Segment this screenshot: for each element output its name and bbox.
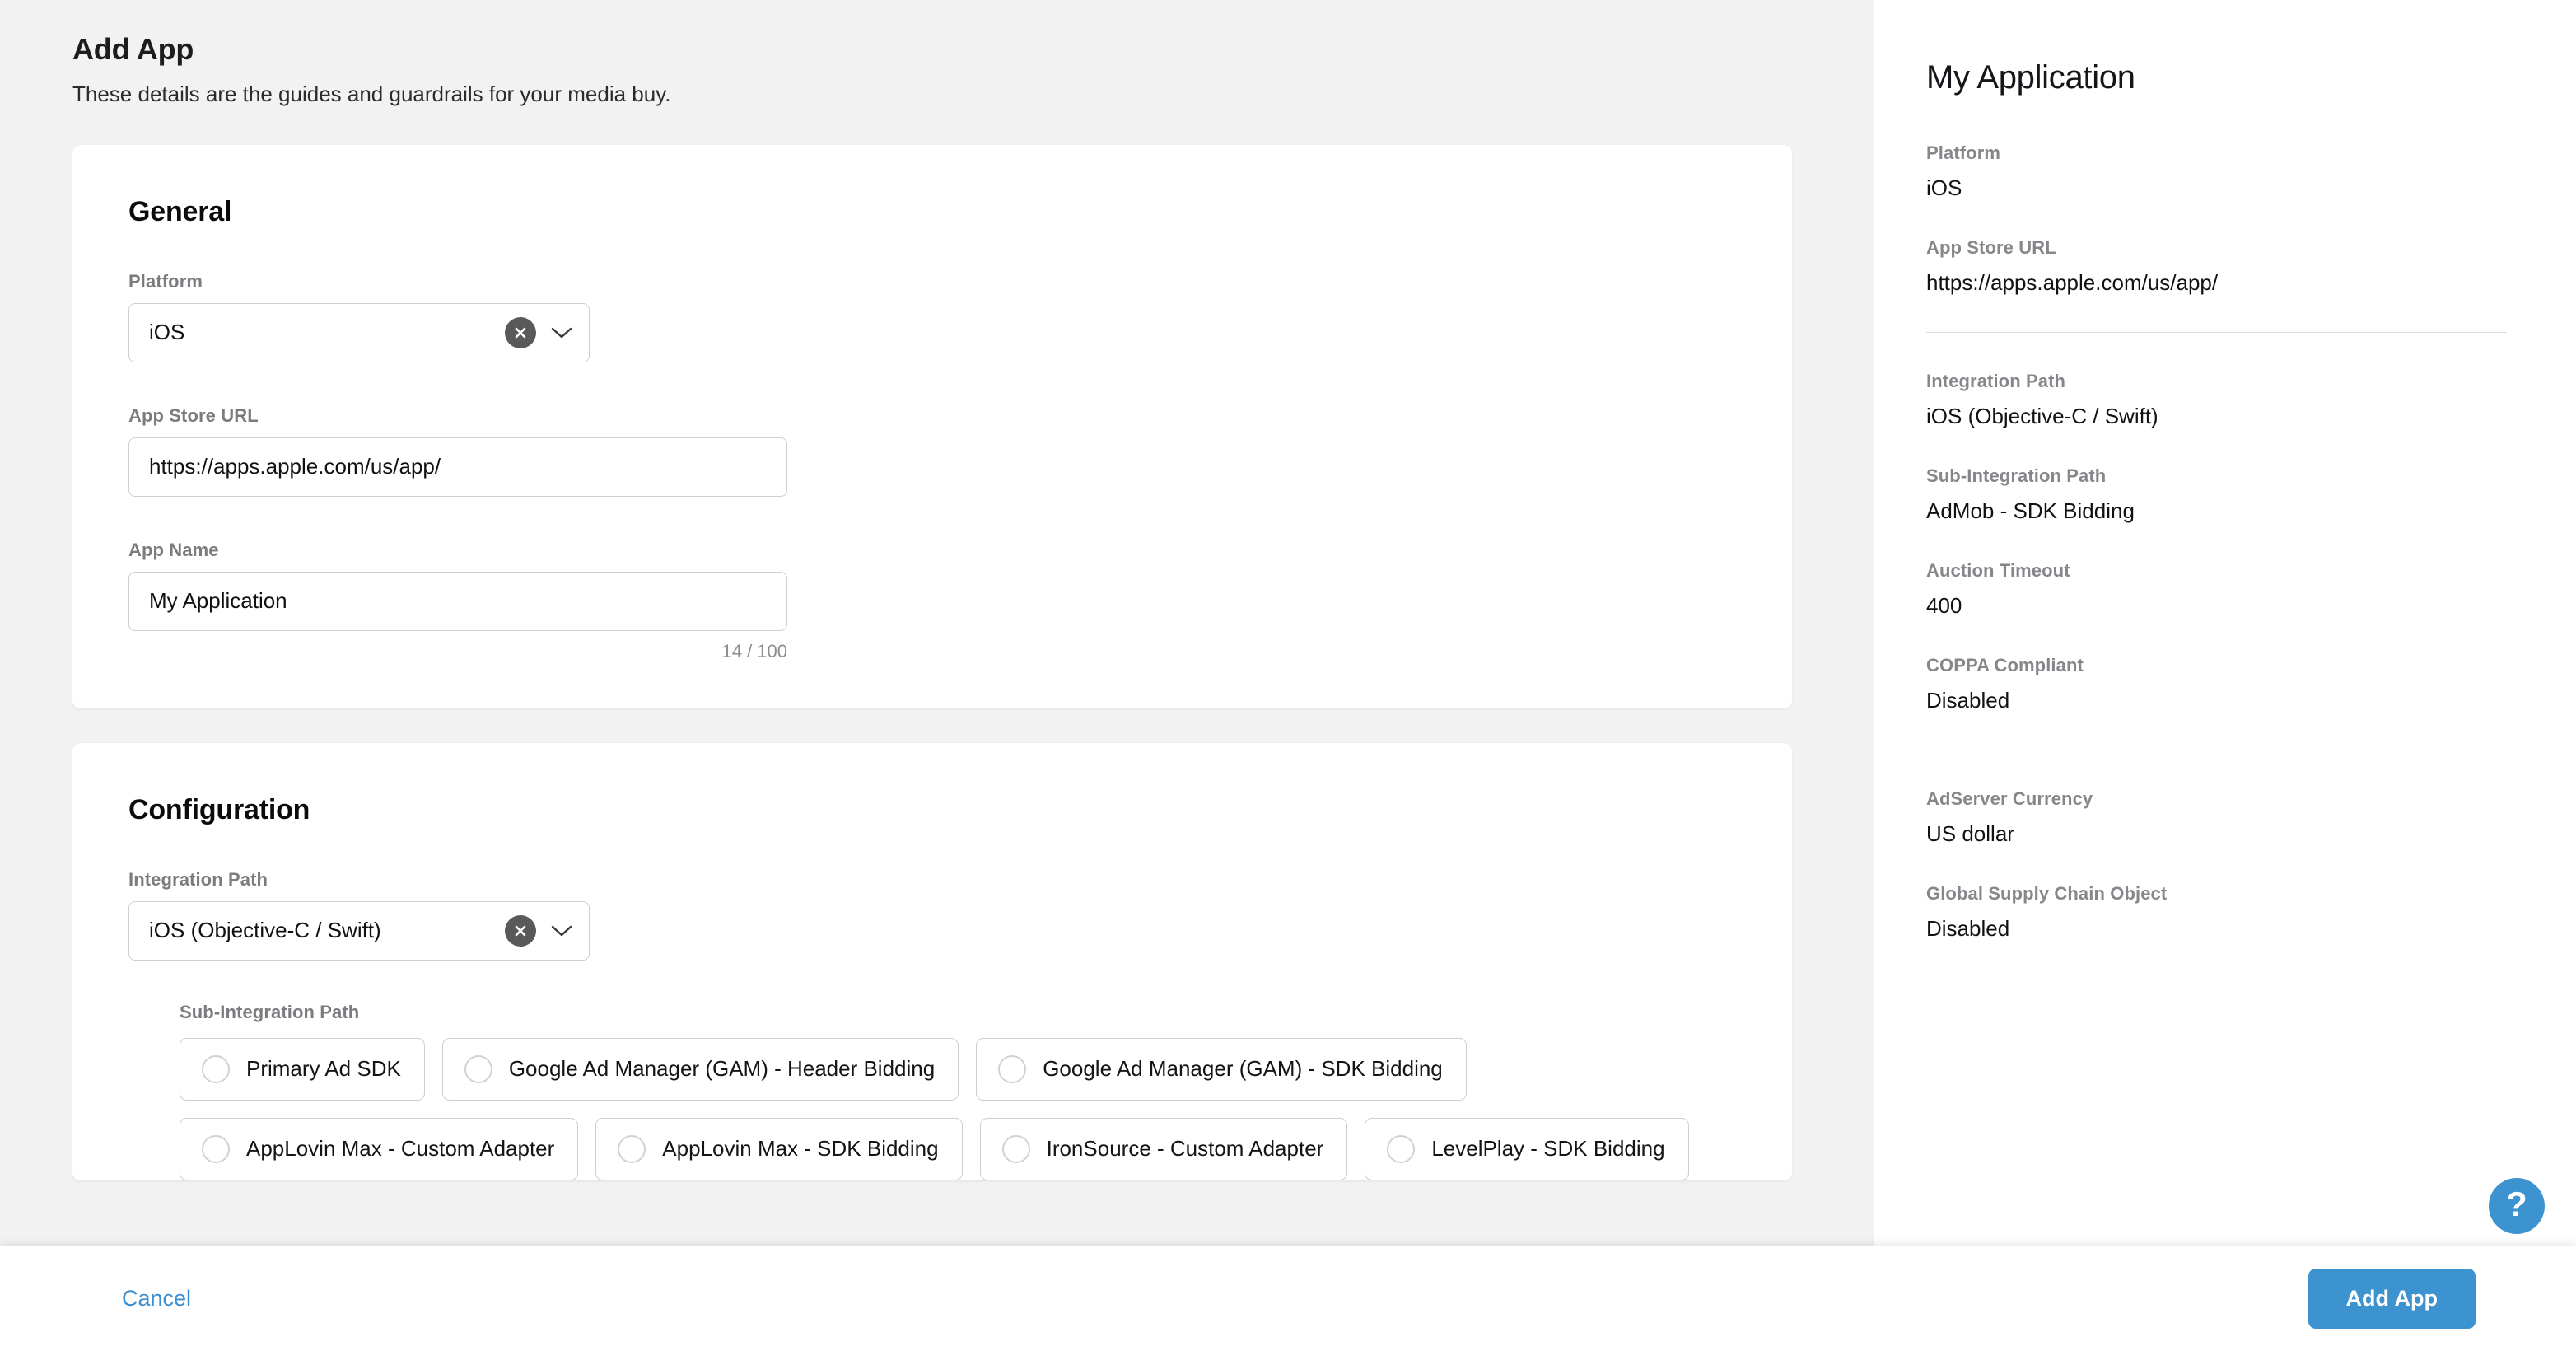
sub-integration-path-option[interactable]: AppLovin Max - SDK Bidding: [595, 1117, 963, 1180]
page-title: Add App: [72, 32, 194, 66]
cancel-button[interactable]: Cancel: [122, 1286, 192, 1311]
radio-circle-icon[interactable]: [998, 1054, 1027, 1083]
sub-integration-path-option-label: Primary Ad SDK: [246, 1056, 401, 1082]
sub-integration-path-label: Sub-Integration Path: [180, 1001, 360, 1022]
radio-circle-icon[interactable]: [1001, 1134, 1030, 1163]
sub-integration-path-option[interactable]: IronSource - Custom Adapter: [979, 1117, 1348, 1180]
summary-item-label: AdServer Currency: [1926, 788, 2093, 809]
sub-integration-path-option[interactable]: LevelPlay - SDK Bidding: [1365, 1117, 1689, 1180]
integration-path-select[interactable]: iOS (Objective-C / Swift): [128, 900, 590, 961]
help-question-mark-icon[interactable]: ?: [2489, 1178, 2545, 1234]
summary-divider: [1926, 332, 2507, 333]
summary-item-value: US dollar: [1926, 821, 2014, 846]
summary-item-label: COPPA Compliant: [1926, 655, 2084, 676]
radio-circle-icon[interactable]: [1387, 1134, 1416, 1163]
radio-circle-icon[interactable]: [202, 1134, 230, 1163]
sub-integration-path-option[interactable]: AppLovin Max - Custom Adapter: [180, 1117, 579, 1180]
summary-item-label: Auction Timeout: [1926, 560, 2070, 581]
summary-item-value: https://apps.apple.com/us/app/: [1926, 270, 2219, 295]
summary-item: Integration Path iOS (Objective-C / Swift…: [1926, 371, 2507, 429]
footer-bar: Cancel Add App: [0, 1246, 2576, 1351]
chevron-down-icon[interactable]: [548, 319, 576, 347]
sub-integration-path-option[interactable]: Primary Ad SDK: [180, 1037, 425, 1101]
radio-circle-icon[interactable]: [618, 1134, 646, 1163]
summary-item-list: Platform iOS App Store URL https://apps.app…: [1926, 143, 2507, 942]
general-heading: General: [128, 195, 232, 227]
add-app-button[interactable]: Add App: [2308, 1269, 2476, 1329]
radio-circle-icon[interactable]: [464, 1054, 492, 1083]
integration-path-value: iOS (Objective-C / Swift): [149, 918, 381, 943]
sub-integration-path-option[interactable]: Google Ad Manager (GAM) - SDK Bidding: [976, 1037, 1467, 1101]
summary-item-value: Disabled: [1926, 688, 2010, 713]
app-store-url-field: App Store URL https://apps.apple.com/us/…: [128, 405, 1736, 497]
integration-path-label: Integration Path: [128, 868, 268, 890]
sub-integration-path-option-label: AppLovin Max - Custom Adapter: [246, 1136, 555, 1162]
general-card: General Platform iOS App Store URL https…: [72, 144, 1792, 708]
summary-item-label: Integration Path: [1926, 371, 2066, 391]
sub-integration-path-options: Primary Ad SDK Google Ad Manager (GAM) - …: [180, 1037, 1736, 1180]
summary-title: My Application: [1926, 59, 2135, 96]
app-name-character-counter: 14 / 100: [721, 640, 787, 661]
app-name-label: App Name: [128, 539, 219, 560]
summary-item-value: 400: [1926, 593, 1962, 618]
sub-integration-path-option[interactable]: Google Ad Manager (GAM) - Header Bidding: [441, 1037, 959, 1101]
integration-path-field: Integration Path iOS (Objective-C / Swif…: [128, 869, 1736, 961]
platform-value: iOS: [149, 320, 185, 345]
sub-integration-path-row: AppLovin Max - Custom Adapter AppLovin Ma…: [180, 1117, 1736, 1180]
platform-select[interactable]: iOS: [128, 302, 590, 362]
summary-item: Sub-Integration Path AdMob - SDK Bidding: [1926, 465, 2507, 524]
sub-integration-path-row: Primary Ad SDK Google Ad Manager (GAM) - …: [180, 1037, 1736, 1101]
page-subtitle: These details are the guides and guardra…: [72, 82, 671, 107]
summary-item-value: AdMob - SDK Bidding: [1926, 498, 2135, 523]
clear-circle-icon[interactable]: [505, 914, 536, 947]
summary-item: Global Supply Chain Object Disabled: [1926, 883, 2507, 942]
summary-item-label: Platform: [1926, 143, 2001, 163]
summary-item-label: App Store URL: [1926, 237, 2056, 258]
sub-integration-path-option-label: Google Ad Manager (GAM) - Header Bidding: [508, 1056, 936, 1082]
app-name-value: My Application: [149, 588, 287, 614]
summary-item: AdServer Currency US dollar: [1926, 788, 2507, 847]
summary-item: COPPA Compliant Disabled: [1926, 655, 2507, 713]
summary-item-label: Sub-Integration Path: [1926, 465, 2107, 486]
chevron-down-icon[interactable]: [548, 917, 576, 945]
app-store-url-input[interactable]: https://apps.apple.com/us/app/: [128, 437, 787, 497]
summary-item-value: iOS: [1926, 175, 1962, 200]
sub-integration-path-option-label: LevelPlay - SDK Bidding: [1431, 1136, 1665, 1162]
radio-circle-icon[interactable]: [202, 1054, 230, 1083]
summary-item: App Store URL https://apps.apple.com/us/a…: [1926, 237, 2507, 296]
summary-item: Platform iOS: [1926, 143, 2507, 201]
app-name-field: App Name My Application 14 / 100: [128, 540, 1736, 662]
platform-label: Platform: [128, 270, 203, 292]
platform-field: Platform iOS: [128, 271, 1736, 362]
sub-integration-path-option-label: Google Ad Manager (GAM) - SDK Bidding: [1043, 1056, 1443, 1082]
form-column: Add App These details are the guides and…: [72, 32, 1792, 1180]
summary-item: Auction Timeout 400: [1926, 560, 2507, 619]
app-store-url-label: App Store URL: [128, 404, 259, 426]
sub-integration-path-option-label: IronSource - Custom Adapter: [1046, 1136, 1324, 1162]
configuration-heading: Configuration: [128, 793, 310, 825]
summary-item-value: iOS (Objective-C / Swift): [1926, 404, 2158, 428]
sub-integration-path-group: Sub-Integration Path Primary Ad SDK Googl…: [180, 1002, 1736, 1180]
app-name-input[interactable]: My Application: [128, 571, 787, 631]
app-store-url-value: https://apps.apple.com/us/app/: [149, 454, 441, 479]
configuration-card: Configuration Integration Path iOS (Obje…: [72, 742, 1792, 1180]
sub-integration-path-option-label: AppLovin Max - SDK Bidding: [662, 1136, 939, 1162]
summary-item-label: Global Supply Chain Object: [1926, 883, 2168, 904]
clear-circle-icon[interactable]: [505, 316, 536, 348]
summary-item-value: Disabled: [1926, 916, 2010, 941]
summary-panel: My Application Platform iOS App Store URL h…: [1874, 0, 2576, 1351]
